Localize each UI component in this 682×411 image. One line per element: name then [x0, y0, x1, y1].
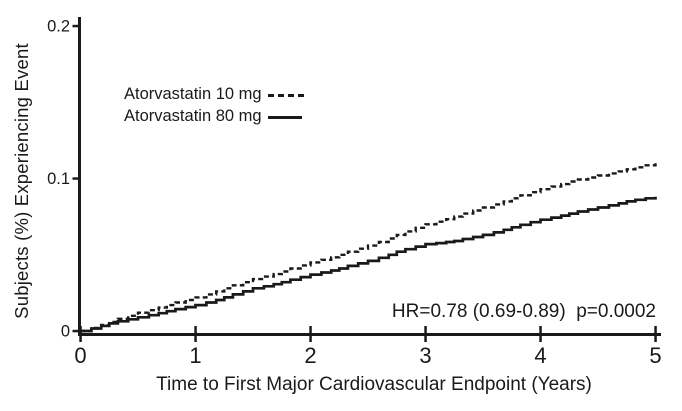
y-axis-line	[78, 17, 81, 336]
y-tick-label: 0.1	[47, 170, 70, 188]
hazard-ratio-annotation: HR=0.78 (0.69-0.89) p=0.0002	[391, 301, 656, 322]
x-tick	[194, 326, 197, 342]
y-tick-label: 0	[61, 323, 70, 341]
y-tick	[72, 329, 78, 333]
legend: Atorvastatin 10 mg Atorvastatin 80 mg	[124, 85, 305, 126]
x-axis-title: Time to First Major Cardiovascular Endpo…	[156, 374, 592, 395]
series-curve-atorvastatin-80-mg	[80, 196, 657, 333]
legend-swatch-dashed-line	[267, 94, 305, 97]
x-tick-label: 4	[534, 343, 546, 368]
x-tick	[654, 326, 657, 342]
x-tick-label: 0	[74, 343, 86, 368]
y-axis-title: Subjects (%) Experiencing Event	[11, 43, 32, 319]
x-tick	[79, 326, 82, 342]
x-tick-label: 1	[189, 343, 201, 368]
y-tick-label: 0.2	[47, 18, 70, 36]
x-tick	[539, 326, 542, 342]
x-axis-line	[78, 333, 661, 336]
x-tick	[309, 326, 312, 342]
legend-swatch-solid-line	[267, 116, 302, 119]
x-tick	[424, 326, 427, 342]
series-curve-atorvastatin-10-mg	[80, 163, 657, 333]
legend-label-atorvastatin-10mg: Atorvastatin 10 mg	[124, 85, 262, 103]
y-tick	[72, 24, 78, 28]
x-tick-label: 5	[649, 343, 661, 368]
x-tick-label: 3	[419, 343, 431, 368]
legend-label-atorvastatin-80mg: Atorvastatin 80 mg	[124, 107, 262, 125]
x-tick-label: 2	[304, 343, 316, 368]
y-tick	[72, 177, 78, 180]
